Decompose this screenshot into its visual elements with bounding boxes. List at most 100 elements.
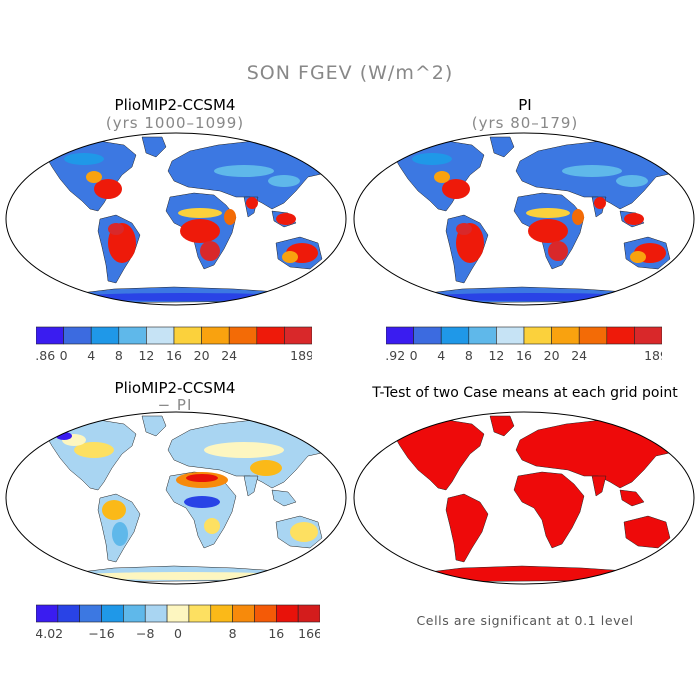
continent-greenland	[489, 415, 515, 437]
field-patch	[246, 197, 258, 209]
field-patch	[624, 213, 644, 225]
continent-africa	[513, 471, 585, 549]
colorbar-tick-label: 20	[194, 348, 210, 363]
field-patch	[214, 165, 274, 177]
colorbar-swatch	[173, 326, 202, 345]
field-patch	[548, 241, 568, 261]
colorbar-swatch	[578, 326, 608, 345]
map-outline	[5, 411, 347, 585]
colorbar-swatch	[496, 326, 525, 345]
colorbar-swatch	[35, 326, 64, 345]
map-panel-pi	[353, 132, 695, 306]
colorbar-svg: −3.92 0 4 8 12 16 20 24 189.8	[367, 326, 680, 363]
map-panel-ttest	[353, 411, 695, 585]
map-panel-difference	[5, 411, 347, 585]
colorbar-swatch	[232, 604, 255, 623]
colorbar-tick-label: 189.8	[644, 348, 662, 363]
colorbar-swatch	[146, 326, 175, 345]
colorbar-swatch	[118, 326, 147, 345]
colorbar-swatch	[254, 604, 277, 623]
colorbar-swatch	[284, 326, 313, 345]
continent-greenland	[141, 415, 167, 437]
field-patch	[112, 522, 128, 546]
panel-2-subtitle: (yrs 80–179)	[471, 114, 579, 132]
colorbar-tick-label: 16	[166, 348, 182, 363]
field-patch	[282, 251, 298, 263]
panel-1-subtitle: (yrs 1000–1099)	[105, 114, 245, 132]
colorbar-swatch	[228, 326, 258, 345]
colorbar-tick-label: 4	[437, 348, 445, 363]
field-patch	[290, 522, 318, 542]
continent-india	[591, 475, 607, 497]
field-patch	[442, 179, 470, 199]
colorbar-tick-label: 20	[544, 348, 560, 363]
colorbar-tick-label: 12	[138, 348, 154, 363]
field-patch	[412, 153, 452, 165]
field-patch	[86, 171, 102, 183]
continent-australia	[623, 515, 671, 549]
panel-3-subtitle: − PI	[157, 396, 193, 414]
colorbar-svg: −174.02 −16 −8 0 8 16 166.05	[9, 604, 342, 641]
field-patch	[434, 171, 450, 183]
field-patch	[528, 219, 568, 243]
field-patch	[422, 293, 642, 301]
colorbar-swatch	[385, 326, 414, 345]
colorbar-swatch	[413, 326, 442, 345]
colorbar-pi: −3.92 0 4 8 12 16 20 24 189.8	[367, 326, 680, 366]
colorbar-swatch	[551, 326, 580, 345]
colorbar-tick-label: 4	[87, 348, 95, 363]
colorbar-swatch	[79, 604, 102, 623]
colorbar-tick-label: 189.21	[290, 348, 312, 363]
colorbar-difference: −174.02 −16 −8 0 8 16 166.05	[9, 604, 342, 644]
significance-note: Cells are significant at 0.1 level	[416, 613, 634, 628]
field-patch	[204, 442, 284, 458]
colorbar-swatch	[297, 604, 321, 623]
field-patch	[94, 179, 122, 199]
colorbar-swatch	[57, 604, 80, 623]
field-patch	[108, 223, 124, 235]
colorbar-tick-label: −3.92	[386, 348, 405, 363]
colorbar-tick-label: 0	[60, 348, 68, 363]
colorbar-swatch	[210, 604, 233, 623]
figure-title: SON FGEV (W/m^2)	[246, 62, 454, 84]
colorbar-swatch	[63, 326, 92, 345]
colorbar-tick-label: −174.02	[36, 626, 63, 641]
map-outline	[5, 132, 347, 306]
field-patch	[74, 293, 294, 301]
continent-namerica	[391, 419, 485, 491]
colorbar-tick-label: −16	[88, 626, 114, 641]
field-patch	[74, 572, 294, 580]
colorbar-swatch	[523, 326, 552, 345]
field-patch	[630, 251, 646, 263]
colorbar-swatch	[35, 604, 59, 623]
colorbar-svg: −2.86 0 4 8 12 16 20 24 189.21	[17, 326, 334, 363]
colorbar-tick-label: 166.05	[298, 626, 320, 641]
map-panel-pliomip2	[5, 132, 347, 306]
panel-3-title: PlioMIP2-CCSM4	[114, 379, 236, 397]
field-patch	[186, 474, 218, 482]
colorbar-tick-label: 16	[268, 626, 284, 641]
field-patch	[204, 518, 220, 534]
field-patch	[572, 209, 584, 225]
field-patch	[200, 241, 220, 261]
colorbar-swatch	[166, 604, 190, 623]
continent-greenland	[489, 136, 515, 158]
colorbar-tick-label: 8	[115, 348, 123, 363]
field-patch	[224, 209, 236, 225]
colorbar-tick-label: 16	[516, 348, 532, 363]
continent-antarctica	[411, 565, 653, 583]
colorbar-tick-label: 0	[410, 348, 418, 363]
colorbar-tick-label: 24	[221, 348, 237, 363]
colorbar-tick-label: 12	[488, 348, 504, 363]
colorbar-tick-label: 24	[571, 348, 587, 363]
colorbar-swatch	[188, 604, 212, 623]
map-outline	[353, 411, 695, 585]
continent-india	[243, 475, 259, 497]
colorbar-tick-label: −2.86	[36, 348, 55, 363]
colorbar-swatch	[256, 326, 285, 345]
colorbar-swatch	[468, 326, 497, 345]
colorbar-pliomip2: −2.86 0 4 8 12 16 20 24 189.21	[17, 326, 334, 366]
colorbar-swatch	[123, 604, 146, 623]
panel-4-title: T-Test of two Case means at each grid po…	[372, 385, 678, 401]
colorbar-tick-label: 8	[465, 348, 473, 363]
